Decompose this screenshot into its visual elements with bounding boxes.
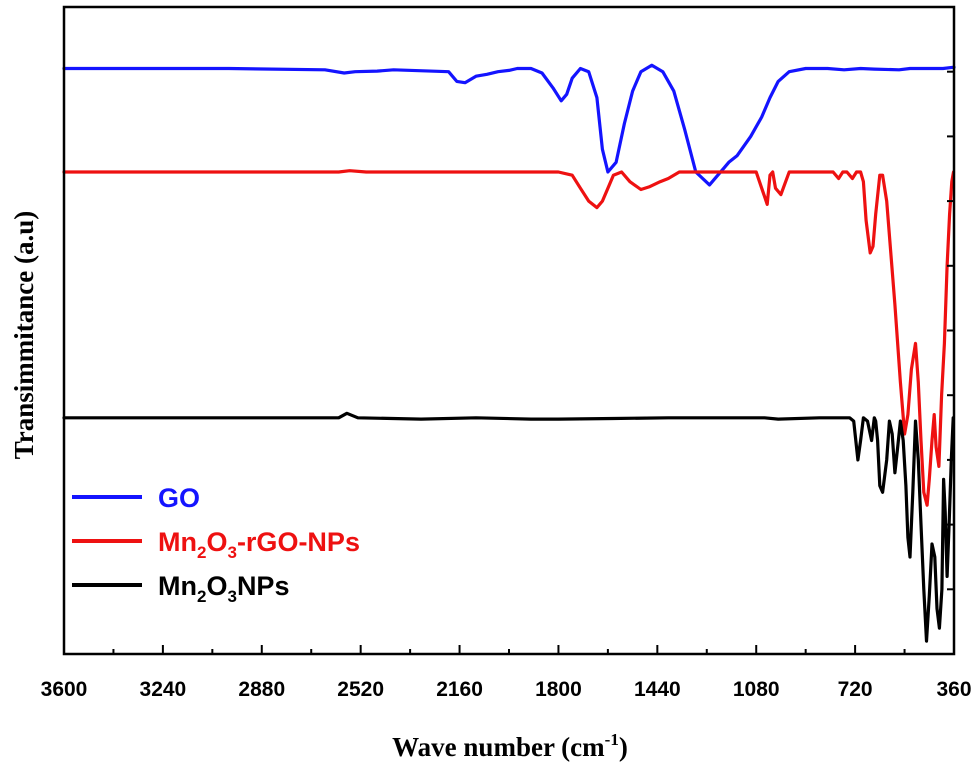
x-tick-label: 1800 bbox=[535, 678, 582, 701]
y-axis-title: Transimmitance (a.u) bbox=[9, 211, 39, 459]
x-axis-title-main: Wave number (cm bbox=[392, 732, 605, 762]
legend-label-1: Mn2O3-rGO-NPs bbox=[158, 527, 360, 562]
legend: GO Mn2O3-rGO-NPs Mn2O3NPs bbox=[72, 483, 360, 606]
x-axis-title-superscript: -1 bbox=[605, 730, 619, 749]
x-tick-label: 2160 bbox=[436, 678, 483, 701]
series-line-0 bbox=[62, 63, 956, 187]
legend-label-0: GO bbox=[158, 483, 200, 513]
legend-label-2: Mn2O3NPs bbox=[158, 571, 289, 606]
series-line-1 bbox=[62, 169, 956, 507]
x-tick-label: 3600 bbox=[41, 678, 88, 701]
x-tick-label: 2520 bbox=[337, 678, 384, 701]
x-axis-title-end: ) bbox=[619, 732, 628, 762]
series-layer bbox=[62, 63, 956, 643]
series-line-2 bbox=[62, 411, 955, 643]
x-tick-label: 1440 bbox=[634, 678, 681, 701]
x-axis-ticks: 3600 3240 2880 2520 2160 1800 1440 1080 720 360 bbox=[41, 645, 972, 701]
x-tick-label: 360 bbox=[936, 678, 971, 701]
x-tick-label: 720 bbox=[838, 678, 873, 701]
x-tick-label: 2880 bbox=[238, 678, 285, 701]
x-axis-title: Wave number (cm-1) bbox=[392, 730, 628, 762]
x-tick-label: 3240 bbox=[140, 678, 187, 701]
x-tick-label: 1080 bbox=[733, 678, 780, 701]
y-axis-ticks bbox=[947, 70, 954, 591]
